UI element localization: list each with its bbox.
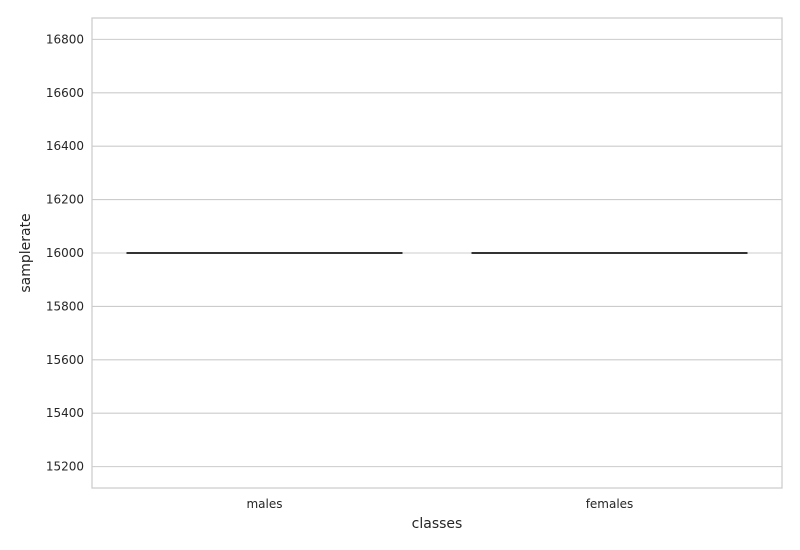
x-tick-label: males (246, 497, 282, 511)
y-tick-label: 15800 (46, 299, 84, 313)
y-tick-label: 15400 (46, 406, 84, 420)
y-tick-label: 16800 (46, 32, 84, 46)
y-axis-label: samplerate (18, 213, 34, 292)
x-tick-labels: males females (246, 497, 633, 511)
y-tick-label: 16600 (46, 86, 84, 100)
y-tick-labels: 15200 15400 15600 15800 16000 16200 16400 16600… (46, 32, 84, 473)
y-tick-label: 15200 (46, 460, 84, 474)
x-axis-label: classes (412, 516, 463, 532)
y-tick-label: 15600 (46, 353, 84, 367)
plot-frame (91, 17, 783, 489)
y-tick-label: 16000 (46, 246, 84, 260)
y-tick-label: 16400 (46, 139, 84, 153)
y-tick-label: 16200 (46, 193, 84, 207)
x-tick-label: females (586, 497, 634, 511)
